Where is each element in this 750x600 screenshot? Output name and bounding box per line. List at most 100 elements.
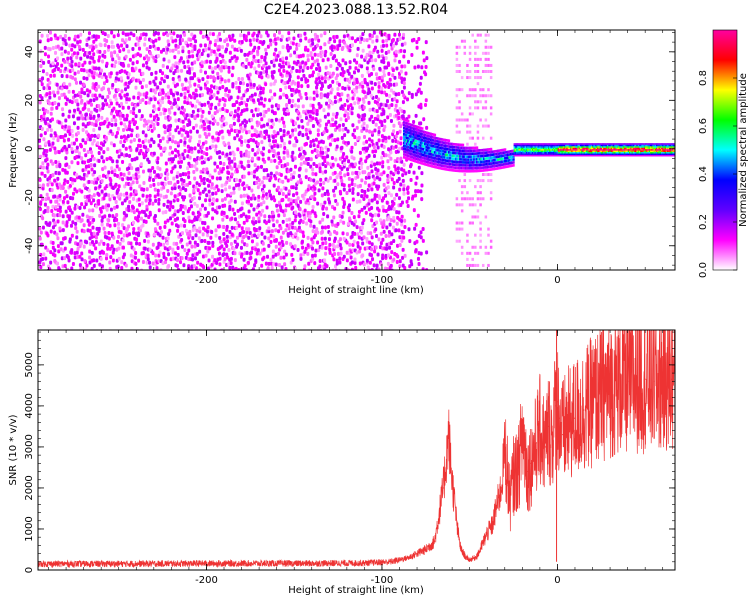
heat-cell <box>80 67 84 72</box>
heat-cell <box>293 218 297 223</box>
heat-cell <box>49 111 53 116</box>
heat-cell <box>385 267 389 270</box>
heat-cell <box>41 216 45 221</box>
heat-cell <box>158 225 162 230</box>
heat-cell <box>284 93 288 98</box>
heat-cell <box>172 31 176 36</box>
heat-cell <box>83 258 87 263</box>
heat-cell <box>386 253 390 258</box>
heat-cell <box>95 108 99 113</box>
heat-cell <box>150 119 154 124</box>
heat-cell <box>377 237 381 242</box>
heat-cell <box>90 231 94 236</box>
heat-cell <box>124 54 128 59</box>
heat-cell <box>105 157 109 162</box>
heat-cell <box>333 95 337 100</box>
heat-cell <box>54 50 58 55</box>
heat-cell <box>118 175 122 180</box>
heat-cell <box>256 113 260 118</box>
heat-cell <box>484 124 488 128</box>
heat-cell <box>306 235 310 240</box>
heat-cell <box>151 261 155 266</box>
heat-cell <box>74 221 78 226</box>
heat-cell <box>87 73 91 78</box>
heat-cell <box>126 134 130 139</box>
heat-cell <box>166 75 170 80</box>
heat-cell <box>93 93 97 98</box>
heat-cell <box>90 70 94 75</box>
heat-cell <box>487 88 490 92</box>
heat-cell <box>130 266 134 270</box>
heat-cell <box>127 97 131 102</box>
heat-cell <box>361 253 365 258</box>
heat-cell <box>181 119 185 124</box>
heat-cell <box>374 72 378 77</box>
heat-cell <box>81 138 85 143</box>
heat-cell <box>45 157 49 162</box>
heat-cell <box>70 266 74 270</box>
heat-cell <box>122 127 126 132</box>
heat-cell <box>419 90 423 95</box>
heat-cell <box>171 39 175 44</box>
heat-cell <box>153 82 157 87</box>
heat-cell <box>253 66 257 71</box>
heat-cell <box>191 257 195 262</box>
heat-cell <box>357 135 361 140</box>
heat-cell <box>338 171 342 176</box>
heat-cell <box>242 229 246 234</box>
heat-cell <box>61 199 65 204</box>
heat-cell <box>115 204 119 209</box>
heat-cell <box>200 155 204 160</box>
heat-cell <box>127 241 131 246</box>
heat-cell <box>183 248 187 253</box>
heat-cell <box>145 60 149 65</box>
heat-cell <box>402 85 406 90</box>
heat-cell <box>58 209 62 214</box>
heat-cell <box>399 182 403 187</box>
heat-cell <box>347 86 351 91</box>
heat-cell <box>325 206 329 211</box>
heat-cell <box>183 140 187 145</box>
heat-cell <box>91 225 95 230</box>
heat-cell <box>303 216 307 221</box>
heat-cell <box>247 171 251 176</box>
heat-cell <box>170 169 174 174</box>
heat-cell <box>304 127 308 132</box>
heat-cell <box>370 242 374 247</box>
heat-cell <box>59 69 63 74</box>
heat-cell <box>246 260 250 265</box>
heat-cell <box>384 233 388 238</box>
heat-cell <box>162 185 166 190</box>
heat-cell <box>56 135 60 140</box>
heat-cell <box>45 149 49 154</box>
heat-cell <box>135 241 139 246</box>
heat-cell <box>178 192 182 197</box>
heat-cell <box>60 92 64 97</box>
heat-cell <box>257 121 261 126</box>
heat-cell <box>225 152 229 157</box>
heat-cell <box>141 140 145 145</box>
heat-cell <box>75 145 79 150</box>
heat-cell <box>377 81 381 86</box>
heat-cell <box>101 31 105 36</box>
heat-cell <box>117 184 121 189</box>
heat-cell <box>415 45 419 50</box>
heat-cell <box>148 80 152 85</box>
heat-cell <box>231 207 235 212</box>
heat-cell <box>184 77 188 82</box>
heat-cell <box>71 68 75 73</box>
heat-cell <box>368 129 372 134</box>
heat-cell <box>343 113 347 118</box>
heat-cell <box>266 122 270 127</box>
heat-cell <box>237 129 241 134</box>
heat-cell <box>152 115 156 120</box>
heat-cell <box>87 208 91 213</box>
heat-cell <box>382 229 386 234</box>
heat-cell <box>125 117 129 122</box>
heat-cell <box>161 235 165 240</box>
heat-cell <box>170 150 174 155</box>
heat-cell <box>71 220 75 225</box>
heat-cell <box>144 120 148 125</box>
heat-cell <box>466 257 469 261</box>
heat-cell <box>474 251 477 255</box>
